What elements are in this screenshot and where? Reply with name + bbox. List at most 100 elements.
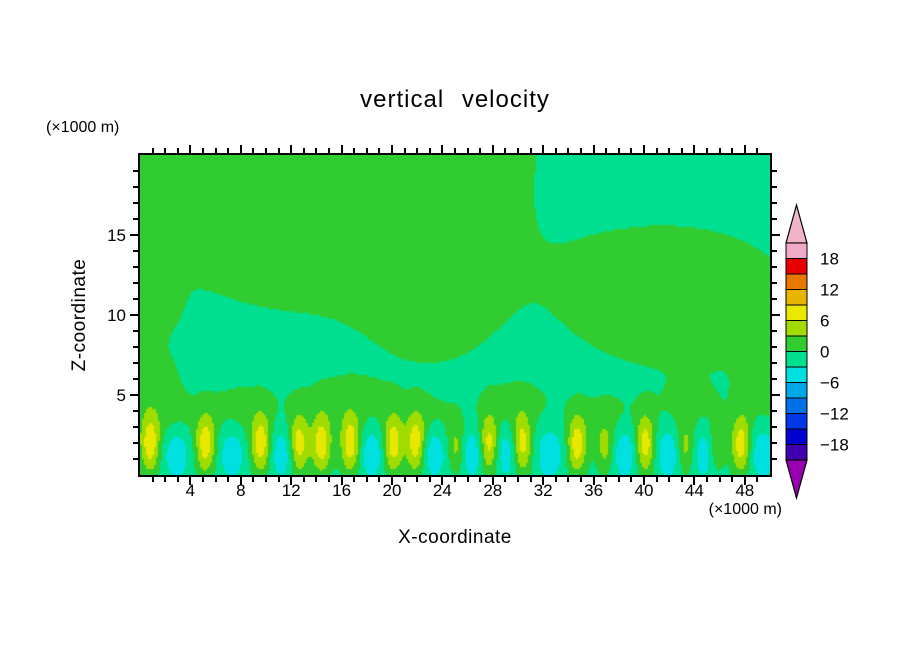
tick-mark (416, 477, 419, 482)
tick-mark (130, 234, 138, 236)
tick-mark (365, 477, 368, 482)
tick-mark (302, 148, 305, 153)
colorbar-band (785, 366, 808, 383)
colorbar-svg: 18 12 6 0 −6 −12 −18 (785, 202, 849, 501)
tick-mark (378, 148, 381, 153)
x-tick-label: 40 (634, 481, 654, 500)
tick-mark (133, 298, 138, 300)
tick-mark (353, 477, 356, 482)
tick-mark (542, 477, 545, 485)
colorbar-band (785, 273, 808, 290)
colorbar-band (785, 351, 808, 368)
tick-mark (772, 202, 777, 204)
tick-mark (133, 170, 138, 172)
tick-mark (252, 148, 255, 153)
tick-mark (554, 148, 557, 153)
tick-mark (133, 346, 138, 348)
colorbar-band (785, 382, 808, 399)
z-axis-unit-label: (×1000 m) (46, 119, 120, 136)
tick-mark (378, 477, 381, 482)
tick-mark (772, 266, 777, 268)
tick-mark (454, 477, 456, 482)
tick-mark (315, 148, 318, 153)
tick-mark (479, 477, 482, 482)
tick-mark (466, 477, 469, 482)
z-tick-label: 10 (107, 306, 126, 325)
tick-mark (403, 477, 406, 482)
tick-mark (617, 148, 620, 153)
tick-mark (133, 202, 138, 204)
x-tick-label: 36 (584, 481, 604, 500)
tick-mark (542, 145, 545, 153)
tick-mark (668, 477, 671, 482)
tick-mark (504, 477, 507, 482)
tick-mark (176, 477, 179, 482)
tick-mark (466, 148, 469, 153)
tick-mark (743, 145, 746, 153)
tick-mark (756, 477, 759, 482)
tick-mark (772, 282, 777, 284)
x-axis-unit-label: (×1000 m) (708, 501, 782, 518)
x-tick-label: 24 (432, 481, 452, 500)
tick-mark (617, 477, 620, 482)
x-tick-label: 16 (332, 481, 352, 500)
tick-mark (302, 477, 305, 482)
tick-mark (772, 442, 777, 444)
tick-mark (693, 477, 696, 485)
colorbar-band (785, 320, 808, 337)
colorbar-label: 6 (820, 312, 829, 331)
tick-mark (391, 477, 393, 485)
tick-mark (605, 477, 608, 482)
tick-mark (772, 218, 777, 220)
colorbar-label: 0 (820, 343, 829, 362)
tick-mark (718, 477, 721, 482)
tick-mark (315, 477, 318, 482)
tick-mark (133, 362, 138, 364)
tick-mark (340, 477, 343, 485)
x-tick-label: 44 (684, 481, 704, 500)
tick-mark (252, 477, 255, 482)
tick-mark (133, 186, 138, 188)
tick-mark (290, 145, 293, 153)
tick-mark (772, 426, 777, 428)
tick-mark (479, 148, 482, 153)
chart-title: vertical velocity (360, 86, 550, 113)
tick-mark (403, 148, 406, 153)
tick-mark (214, 477, 217, 482)
x-tick-label: 48 (735, 481, 755, 500)
tick-mark (202, 148, 204, 153)
colorbar-label: −12 (820, 405, 849, 424)
plot-frame (138, 153, 772, 477)
tick-mark (580, 477, 582, 482)
tick-mark (133, 266, 138, 268)
x-tick-label: 12 (281, 481, 301, 500)
x-tick-label: 4 (185, 481, 196, 500)
tick-mark (772, 362, 777, 364)
tick-mark (133, 410, 138, 412)
tick-mark (441, 145, 444, 153)
colorbar-band (785, 258, 808, 275)
colorbar-band (785, 304, 808, 321)
colorbar-label: −6 (820, 374, 839, 393)
tick-mark (580, 148, 582, 153)
z-tick-label: 15 (107, 226, 126, 245)
tick-mark (554, 477, 557, 482)
tick-mark (655, 477, 658, 482)
tick-mark (151, 477, 154, 482)
tick-mark (328, 148, 330, 153)
tick-mark (151, 148, 154, 153)
tick-mark (176, 148, 179, 153)
tick-mark (706, 148, 708, 153)
tick-mark (189, 145, 192, 153)
z-tick-label: 5 (116, 386, 126, 405)
tick-mark (772, 330, 777, 332)
colorbar-band (785, 289, 808, 306)
tick-mark (772, 186, 777, 188)
tick-mark (706, 477, 708, 482)
tick-mark (441, 477, 444, 485)
tick-mark (529, 477, 532, 482)
tick-mark (630, 148, 633, 153)
tick-mark (290, 477, 293, 485)
tick-mark (605, 148, 608, 153)
tick-mark (491, 145, 494, 153)
